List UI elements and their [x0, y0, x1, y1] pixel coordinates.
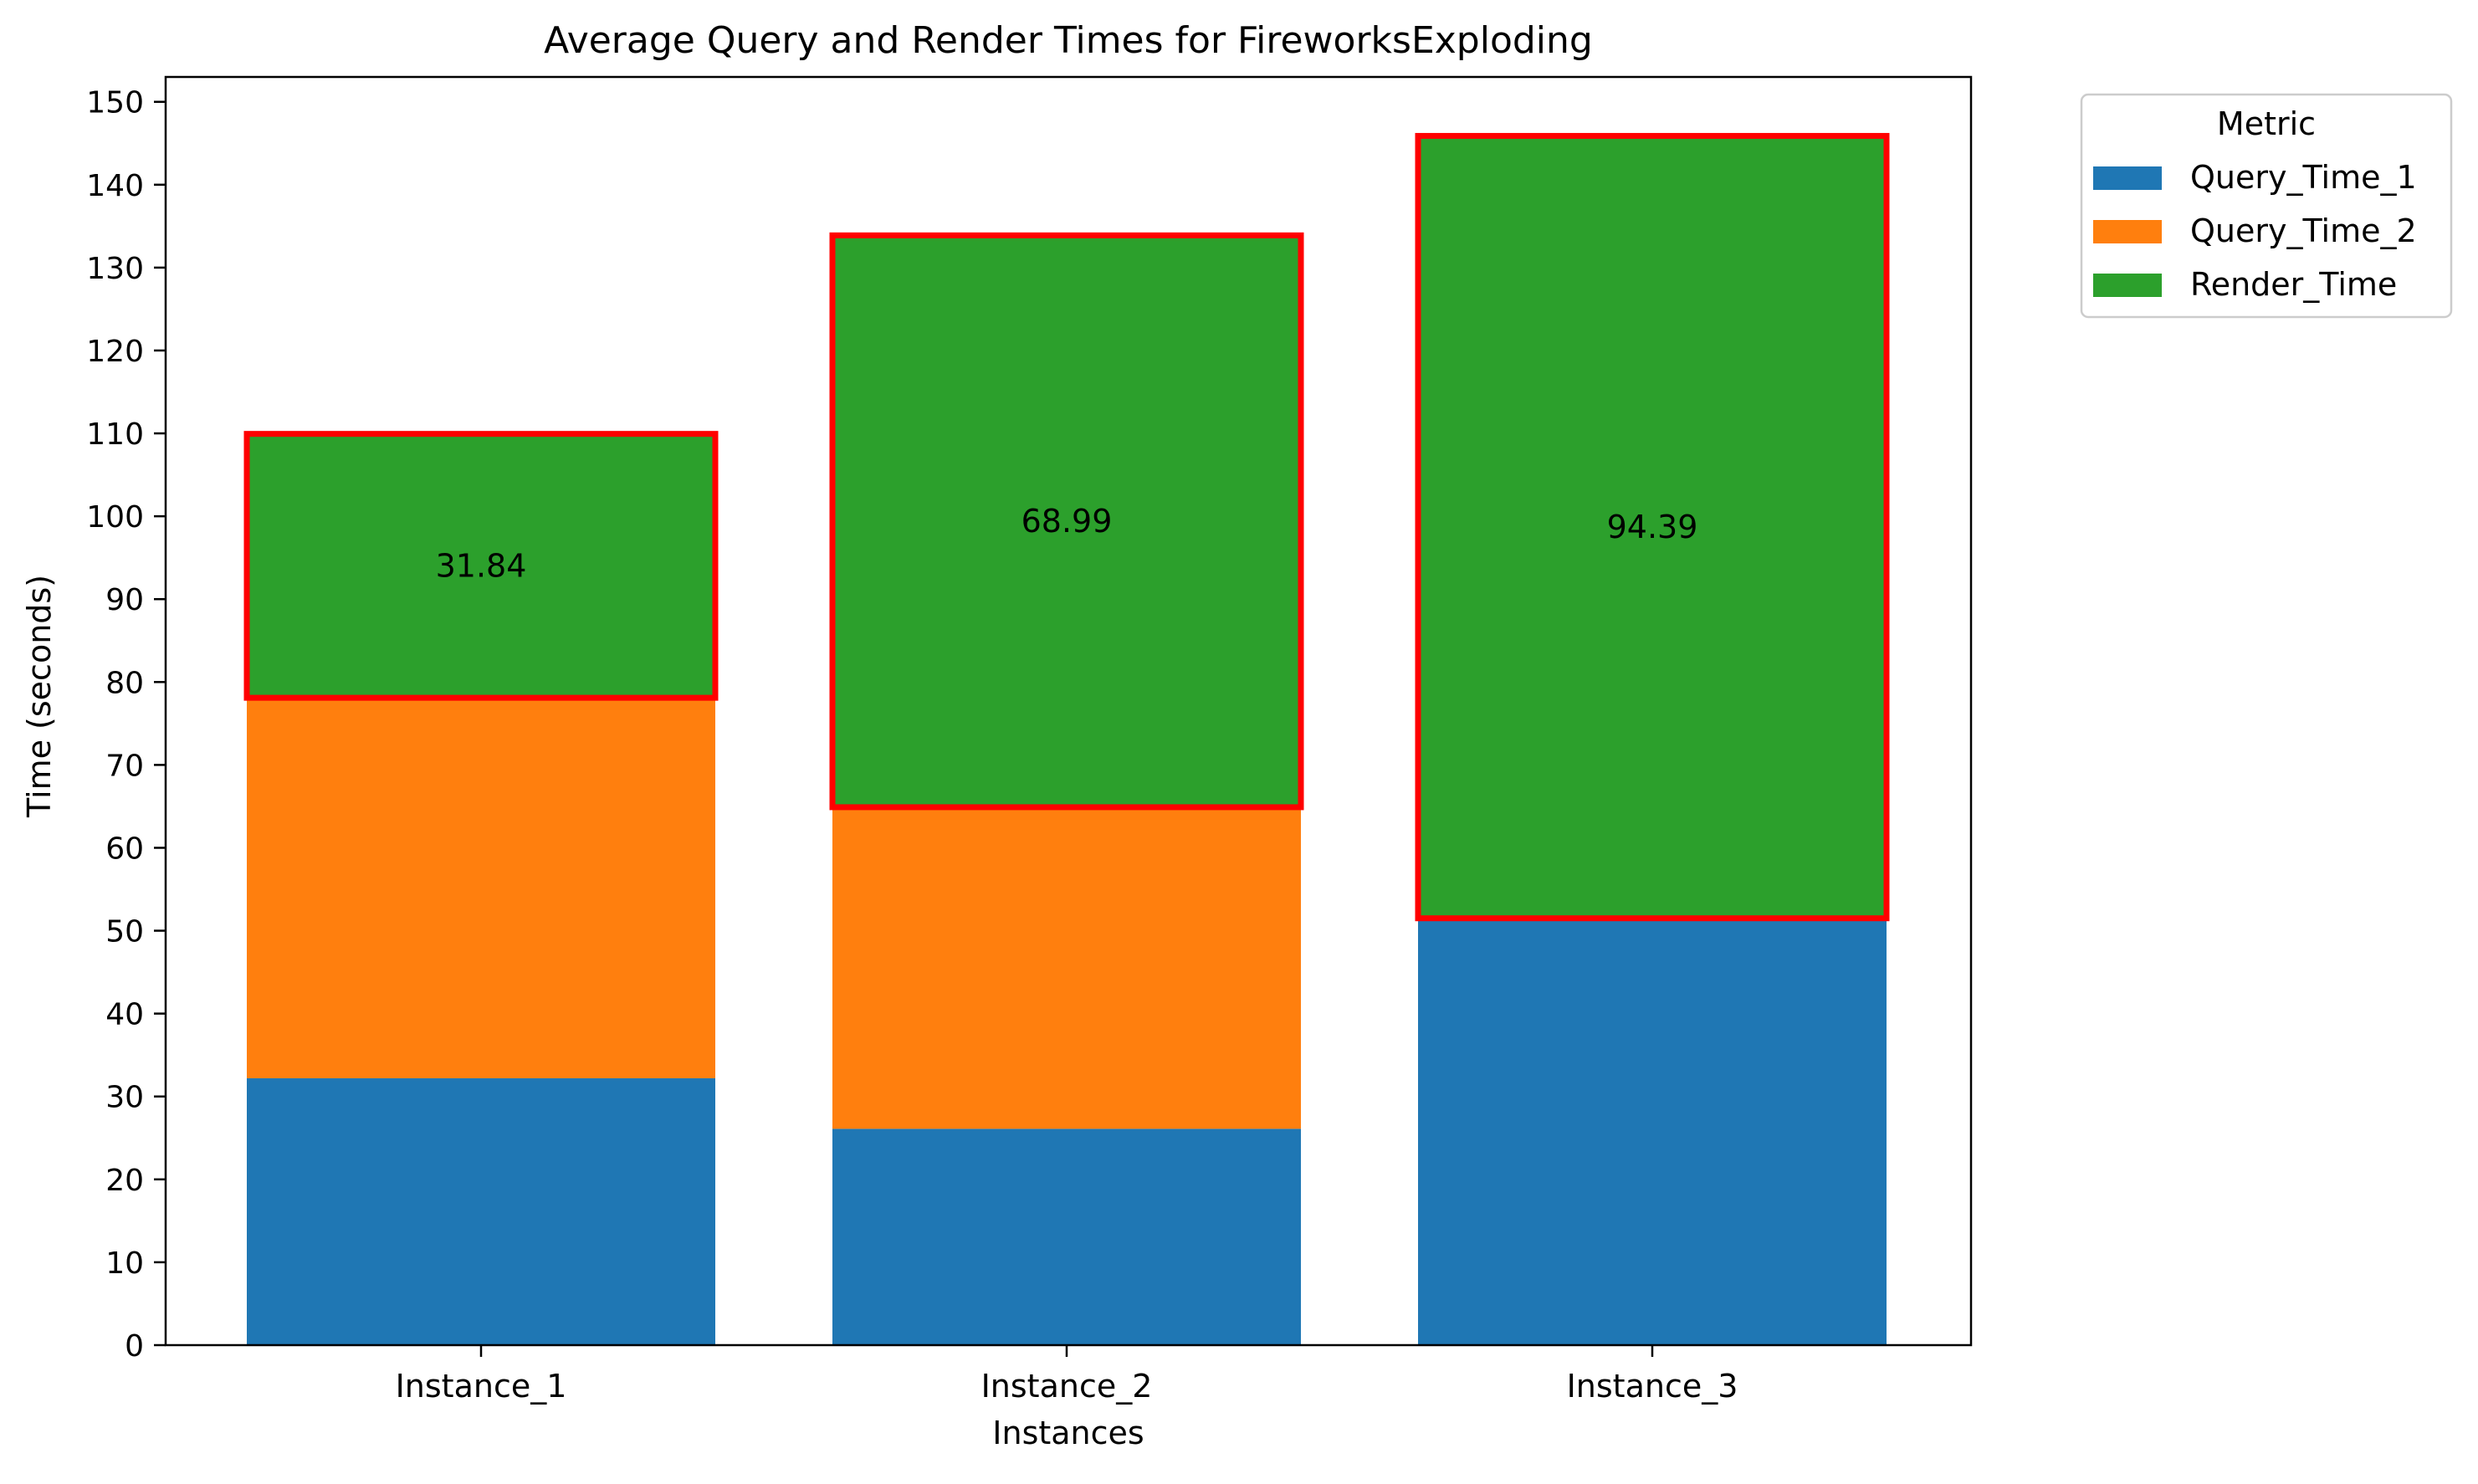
- legend-entry: Query_Time_1: [2190, 159, 2417, 196]
- legend-frame: [2080, 93, 2453, 319]
- legend-swatch: [2093, 274, 2162, 297]
- y-axis: 0 10 20 30 40 50 60 70 80 90 100 110 120 130 140 150: [86, 86, 166, 1364]
- bar-query-time-1-instance-2: [832, 1128, 1301, 1345]
- y-tick-label: 90: [105, 583, 144, 617]
- y-axis-label: Time (seconds): [21, 575, 58, 818]
- highlight-layer: [243, 132, 1890, 922]
- bar-render-time-instance-3: [1418, 136, 1887, 919]
- bar-query-time-1-instance-3: [1418, 918, 1887, 1345]
- bar-render-time-instance-2: [832, 235, 1301, 807]
- y-tick-label: 20: [105, 1164, 144, 1198]
- data-label: 68.99: [1021, 503, 1113, 540]
- legend-title: Metric: [2217, 105, 2316, 142]
- y-tick-label: 60: [105, 832, 144, 866]
- highlight-box-instance-1: [243, 431, 719, 701]
- chart-title: Average Query and Render Times for Firew…: [544, 19, 1593, 62]
- y-tick-label: 100: [86, 500, 144, 535]
- bar-query-time-1-instance-1: [247, 1077, 715, 1345]
- legend-swatch: [2093, 220, 2162, 243]
- y-tick-label: 70: [105, 749, 144, 783]
- bars-layer: [247, 136, 1887, 1345]
- y-tick-label: 40: [105, 998, 144, 1032]
- y-tick-label: 10: [105, 1246, 144, 1281]
- y-tick-label: 150: [86, 86, 144, 120]
- y-tick-label: 110: [86, 417, 144, 452]
- legend-swatch: [2093, 166, 2162, 190]
- y-tick-label: 130: [86, 252, 144, 286]
- legend-entry: Render_Time: [2190, 266, 2397, 303]
- x-tick-label: Instance_1: [396, 1368, 567, 1405]
- x-tick-label: Instance_2: [981, 1368, 1153, 1405]
- legend: Metric Query_Time_1 Query_Time_2 Render_Ti…: [2080, 93, 2453, 319]
- y-tick-label: 80: [105, 666, 144, 700]
- x-tick-label: Instance_3: [1567, 1368, 1738, 1405]
- y-tick-label: 120: [86, 335, 144, 369]
- bar-query-time-2-instance-1: [247, 698, 715, 1078]
- y-tick-label: 30: [105, 1081, 144, 1115]
- y-tick-label: 140: [86, 169, 144, 203]
- x-axis: Instance_1 Instance_2 Instance_3: [396, 1345, 1738, 1405]
- legend-entry: Query_Time_2: [2190, 212, 2417, 249]
- data-labels-layer: 31.84 68.99 94.39: [436, 503, 1698, 584]
- data-label: 94.39: [1607, 509, 1698, 545]
- plot-frame: [164, 75, 1973, 1347]
- highlight-box-instance-2: [829, 232, 1304, 811]
- bar-render-time-instance-1: [247, 433, 715, 699]
- y-tick-label: 50: [105, 915, 144, 949]
- data-label: 31.84: [436, 547, 527, 584]
- highlight-box-instance-3: [1415, 132, 1890, 922]
- bar-query-time-2-instance-2: [832, 806, 1301, 1129]
- y-tick-label: 0: [125, 1329, 144, 1364]
- x-axis-label: Instances: [992, 1415, 1144, 1451]
